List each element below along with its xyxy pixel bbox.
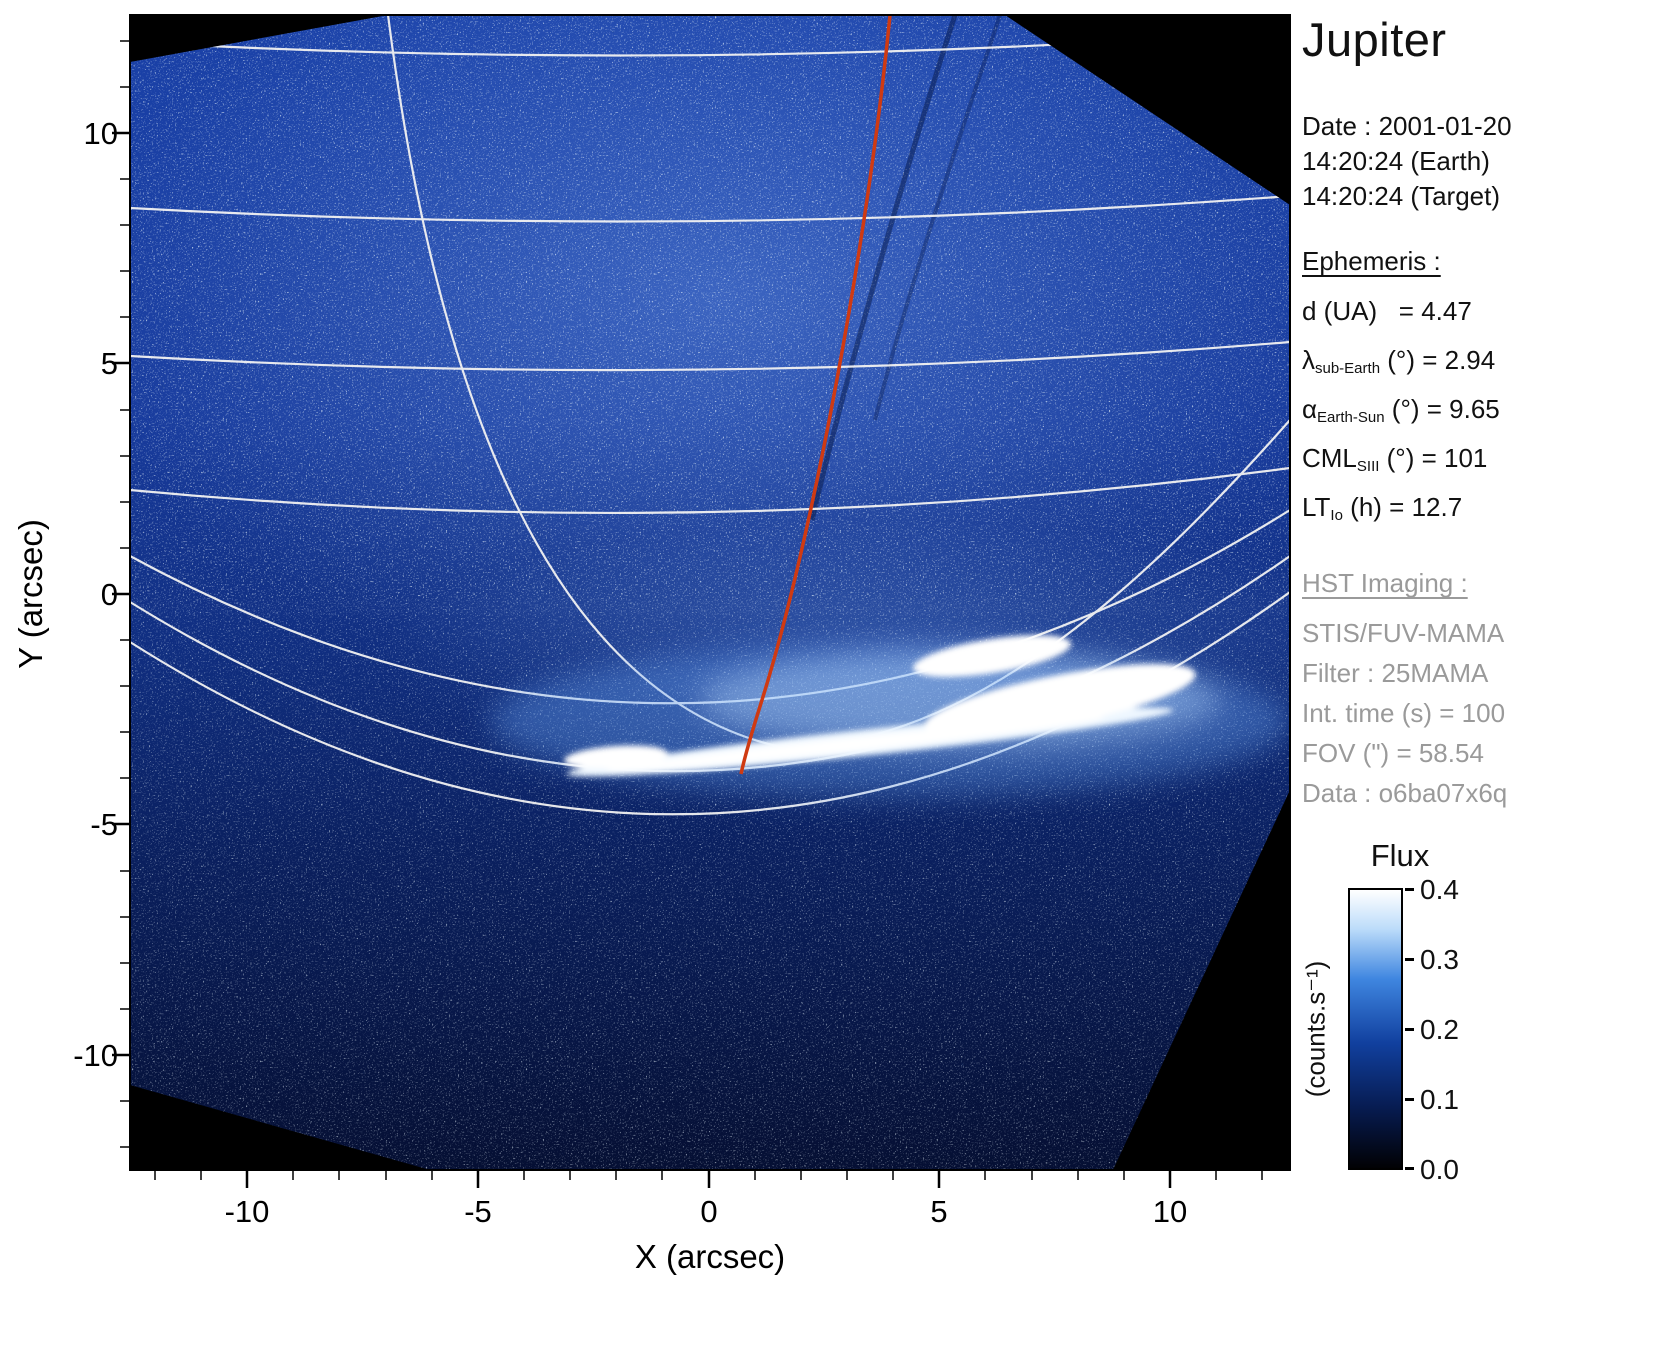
ephemeris-row-io-localtime: LTIo (h) = 12.7 [1302, 492, 1463, 524]
colorbar-tick [1405, 1167, 1414, 1170]
x-tick-label: 10 [1153, 1194, 1187, 1229]
observation-datetime: Date : 2001-01-20 14:20:24 (Earth) 14:20… [1302, 109, 1674, 214]
colorbar-tick-label: 0.0 [1420, 1154, 1459, 1185]
obs-time-earth: 14:20:24 (Earth) [1302, 146, 1490, 176]
aurora-emission [490, 635, 1290, 797]
x-tick-label: 5 [930, 1194, 947, 1229]
aurora-detached-spot [912, 635, 1072, 677]
colorbar-tick [1405, 888, 1414, 891]
hst-heading: HST Imaging : [1302, 568, 1468, 598]
colorbar-unit: (counts.s⁻¹) [1300, 960, 1331, 1098]
axis-major-ticks [112, 131, 1172, 1188]
axis-minor-ticks [120, 40, 1263, 1180]
hst-instrument: STIS/FUV-MAMA [1302, 618, 1505, 648]
image-noise-upper [130, 15, 1290, 615]
detector-streak [809, 15, 958, 521]
y-tick-label: 5 [101, 346, 118, 381]
hst-int-time: Int. time (s) = 100 [1302, 698, 1506, 728]
detector-streak [873, 15, 1002, 421]
obs-time-target: 14:20:24 (Target) [1302, 181, 1501, 211]
ephemeris-section: Ephemeris : d (UA) = 4.47 λsub-Earth (°)… [1302, 246, 1674, 536]
ephemeris-row-phase-angle: αEarth-Sun (°) = 9.65 [1302, 394, 1500, 426]
y-tick-label: 0 [101, 577, 118, 612]
colorbar-tick-label: 0.3 [1420, 944, 1459, 975]
y-tick-label: 10 [84, 116, 118, 151]
x-tick-label: -10 [225, 1194, 270, 1229]
ephemeris-row-cml: CMLSIII (°) = 101 [1302, 443, 1488, 475]
colorbar-title: Flux [1370, 838, 1430, 873]
meridian-line [739, 15, 892, 775]
aurora-bright-blob [924, 664, 1196, 736]
ephemeris-heading: Ephemeris : [1302, 246, 1441, 276]
colorbar-tick-label: 0.4 [1420, 874, 1459, 905]
y-tick-label: -5 [90, 807, 118, 842]
hst-fov: FOV (") = 58.54 [1302, 738, 1484, 768]
page-title: Jupiter [1302, 13, 1447, 66]
x-tick-label: -5 [464, 1194, 492, 1229]
plot-image [130, 15, 1290, 1170]
y-tick-label: -10 [73, 1038, 118, 1073]
colorbar-tick-label: 0.2 [1420, 1014, 1459, 1045]
x-tick-label: 0 [700, 1194, 717, 1229]
info-panel: Jupiter Date : 2001-01-20 14:20:24 (Eart… [1302, 12, 1674, 813]
hst-filter: Filter : 25MAMA [1302, 658, 1489, 688]
ephemeris-row-distance: d (UA) = 4.47 [1302, 296, 1472, 326]
obs-date: Date : 2001-01-20 [1302, 111, 1512, 141]
plot-figure: -10 -5 0 5 10 10 5 0 -5 -10 X (arcsec) Y… [12, 14, 1291, 1275]
hst-imaging-section: HST Imaging : STIS/FUV-MAMA Filter : 25M… [1302, 568, 1674, 813]
colorbar-gradient [1348, 888, 1403, 1170]
x-axis-title: X (arcsec) [635, 1238, 785, 1275]
colorbar-tick-label: 0.1 [1420, 1084, 1459, 1115]
colorbar-tick [1405, 1098, 1414, 1101]
colorbar: Flux (counts.s⁻¹) 0.4 0.3 0.2 0.1 0.0 [1300, 838, 1676, 1228]
hst-data-id: Data : o6ba07x6q [1302, 778, 1508, 808]
ephemeris-row-subearth-lat: λsub-Earth (°) = 2.94 [1302, 345, 1496, 377]
colorbar-tick [1405, 958, 1414, 961]
y-axis-title: Y (arcsec) [12, 519, 49, 669]
colorbar-tick [1405, 1028, 1414, 1031]
